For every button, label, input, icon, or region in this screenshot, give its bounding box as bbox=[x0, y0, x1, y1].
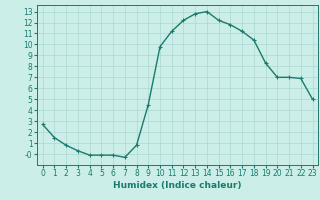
X-axis label: Humidex (Indice chaleur): Humidex (Indice chaleur) bbox=[113, 181, 242, 190]
